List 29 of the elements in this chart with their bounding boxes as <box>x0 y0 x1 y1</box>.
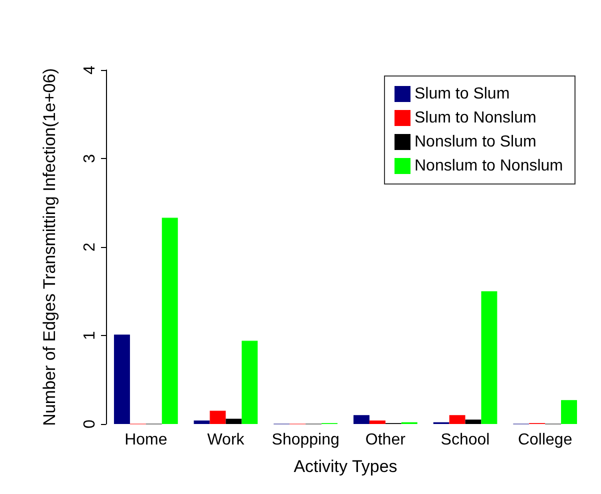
legend-label: Nonslum to Slum <box>414 134 536 150</box>
x-tick-label: Other <box>365 432 406 448</box>
x-tick-label: Home <box>124 432 168 448</box>
bar <box>242 340 258 424</box>
bar <box>369 420 386 424</box>
y-tick-label: 1 <box>82 330 98 340</box>
x-tick-label: Work <box>207 432 246 448</box>
bar <box>226 418 242 424</box>
y-axis-title: Number of Edges Transmitting Infection(1e+06) <box>40 68 59 426</box>
bar <box>353 415 370 424</box>
bar <box>561 400 578 424</box>
bar <box>210 410 226 424</box>
bar <box>194 420 210 424</box>
y-tick-label: 3 <box>82 154 98 163</box>
legend-label: Slum to Slum <box>414 86 510 102</box>
bar <box>114 334 130 424</box>
x-tick-label: Shopping <box>272 432 340 448</box>
x-tick-label: School <box>440 432 490 448</box>
y-tick-label: 0 <box>82 419 98 428</box>
x-axis-title: Activity Types <box>294 457 398 476</box>
legend-label: Nonslum to Nonslum <box>414 158 563 174</box>
bar <box>449 415 466 424</box>
bar <box>162 218 178 424</box>
x-tick-label: College <box>518 432 572 448</box>
y-tick-label: 2 <box>82 242 98 252</box>
bar <box>465 420 482 424</box>
y-tick-label: 4 <box>82 65 98 74</box>
legend-label: Slum to Nonslum <box>414 110 536 126</box>
bar <box>481 291 498 424</box>
